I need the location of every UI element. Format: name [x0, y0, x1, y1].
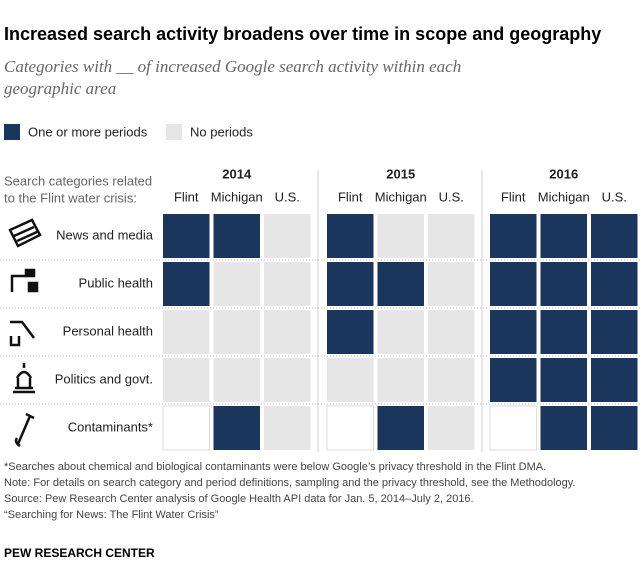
cell — [213, 262, 260, 306]
cell — [264, 262, 311, 306]
cell — [264, 214, 311, 258]
legend-swatch — [166, 124, 182, 140]
cell — [213, 406, 260, 450]
note: Source: Pew Research Center analysis of … — [4, 493, 474, 505]
cell — [377, 262, 424, 306]
cell — [490, 310, 537, 354]
column-label: Michigan — [211, 189, 263, 204]
column-label: U.S. — [439, 189, 464, 204]
row-header: Search categories related — [4, 173, 152, 188]
cell — [591, 262, 638, 306]
note: “Searching for News: The Flint Water Cri… — [4, 509, 219, 521]
year-label: 2015 — [386, 166, 415, 181]
cell — [428, 310, 475, 354]
cell — [428, 262, 475, 306]
cell — [540, 262, 587, 306]
source-org: PEW RESEARCH CENTER — [4, 546, 155, 560]
column-label: Michigan — [538, 189, 590, 204]
icon-faucet — [9, 320, 35, 347]
cell — [428, 358, 475, 402]
icon-capitol — [13, 363, 35, 394]
cell — [591, 310, 638, 354]
row-header: to the Flint water crisis: — [4, 190, 137, 205]
cell — [326, 405, 374, 451]
column-label: Flint — [338, 189, 363, 204]
cell — [591, 214, 638, 258]
note: Note: For details on search category and… — [4, 477, 576, 489]
row-label: News and media — [56, 227, 154, 242]
cell — [591, 406, 638, 450]
icons — [8, 218, 42, 448]
column-label: Flint — [501, 189, 526, 204]
cell — [489, 405, 537, 451]
cell — [327, 310, 374, 354]
column-label: Michigan — [375, 189, 427, 204]
cell — [540, 214, 587, 258]
cell — [591, 358, 638, 402]
cell — [490, 358, 537, 402]
column-label: U.S. — [602, 189, 627, 204]
column-label: U.S. — [275, 189, 300, 204]
cell — [428, 406, 475, 450]
cell — [428, 214, 475, 258]
cell — [213, 214, 260, 258]
cell — [163, 214, 210, 258]
icon-water — [10, 268, 39, 293]
subtitle: geographic area — [4, 79, 116, 98]
legend-label: One or more periods — [28, 124, 148, 139]
subtitle: Categories with __ of increased Google s… — [4, 57, 461, 76]
cell — [163, 358, 210, 402]
year-label: 2014 — [222, 166, 252, 181]
cell — [540, 310, 587, 354]
cell — [540, 358, 587, 402]
cell — [264, 358, 311, 402]
icon-news — [8, 218, 42, 248]
cell — [490, 262, 537, 306]
legend-label: No periods — [190, 124, 253, 139]
cell — [327, 262, 374, 306]
cell — [490, 214, 537, 258]
chart-title: Increased search activity broadens over … — [4, 24, 601, 44]
cell — [213, 310, 260, 354]
column-label: Flint — [174, 189, 199, 204]
cell — [327, 358, 374, 402]
row-label: Politics and govt. — [55, 371, 153, 386]
row-label: Public health — [79, 275, 153, 290]
cell — [162, 405, 210, 451]
row-label: Personal health — [63, 323, 153, 338]
cell — [377, 214, 424, 258]
cell — [264, 310, 311, 354]
note: *Searches about chemical and biological … — [4, 461, 546, 473]
year-label: 2016 — [549, 166, 578, 181]
cell — [377, 310, 424, 354]
cell — [377, 406, 424, 450]
cell — [377, 358, 424, 402]
icon-tube — [14, 412, 35, 448]
cell — [163, 310, 210, 354]
cell — [327, 214, 374, 258]
cell — [163, 262, 210, 306]
cell — [264, 406, 311, 450]
legend-swatch — [4, 124, 20, 140]
row-label: Contaminants* — [68, 419, 153, 434]
cell — [540, 406, 587, 450]
cell — [213, 358, 260, 402]
